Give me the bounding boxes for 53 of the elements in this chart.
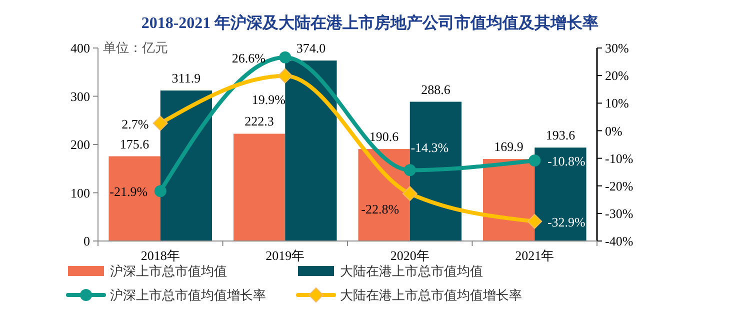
legend-label: 沪深上市总市值均值增长率: [110, 288, 266, 303]
y2-tick-label: 20%: [605, 68, 629, 84]
x-tick-label: 2020年: [390, 248, 430, 263]
y2-tick-label: -40%: [605, 234, 634, 249]
y2-tick-label: 10%: [605, 96, 629, 111]
point: [528, 154, 541, 166]
data-label: 193.6: [546, 128, 576, 143]
bar: [233, 134, 286, 241]
y2-tick-label: -20%: [605, 178, 634, 194]
x-tick-label: 2019年: [266, 248, 305, 263]
y2-tick-label: -10%: [605, 150, 634, 166]
point: [278, 68, 293, 84]
point: [404, 164, 416, 176]
y-tick-label: 400: [70, 40, 90, 56]
data-label: 175.6: [120, 136, 150, 152]
bar: [534, 148, 586, 241]
legend-label: 沪深上市总市值均值: [110, 264, 227, 279]
data-label: 19.9%: [252, 92, 286, 107]
point: [152, 116, 168, 131]
data-label: 2.7%: [122, 116, 149, 132]
data-label: -14.3%: [410, 140, 449, 156]
annotation: 单位：亿元: [103, 40, 168, 55]
y2-tick-label: 0%: [605, 123, 622, 138]
y-tick-label: 200: [70, 137, 90, 152]
bar: [410, 102, 462, 241]
data-label: 311.9: [172, 70, 201, 86]
legend-label: 大陆在港上市总市值均值: [340, 264, 483, 279]
data-label: -10.8%: [547, 153, 586, 168]
chart-title: 2018-2021 年沪深及大陆在港上市房地产公司市值均值及其增长率: [141, 13, 599, 32]
point: [154, 185, 166, 198]
point: [279, 51, 292, 64]
data-label: 222.3: [244, 114, 274, 129]
y2-tick-label: 30%: [605, 40, 629, 56]
data-label: -22.8%: [361, 202, 400, 217]
data-label: -21.9%: [110, 184, 148, 200]
data-label: 190.6: [369, 129, 400, 144]
point: [402, 186, 418, 202]
x-tick-label: 2021年: [515, 248, 554, 263]
point: [527, 214, 542, 229]
bar: [160, 90, 212, 241]
legend-label: 大陆在港上市总市值均值增长率: [340, 288, 522, 303]
y-tick-label: 100: [70, 185, 90, 200]
data-label: 169.9: [494, 139, 524, 154]
y-tick-label: 0: [84, 234, 90, 249]
y2-tick-label: -30%: [605, 206, 634, 221]
bar: [285, 60, 337, 241]
y-tick-label: 300: [70, 88, 90, 104]
data-label: 288.6: [421, 82, 451, 97]
data-label: 374.0: [296, 40, 326, 56]
bar: [108, 156, 160, 241]
x-tick-label: 2018年: [140, 248, 180, 263]
data-label: -32.9%: [547, 214, 586, 230]
data-label: 26.6%: [232, 50, 266, 66]
